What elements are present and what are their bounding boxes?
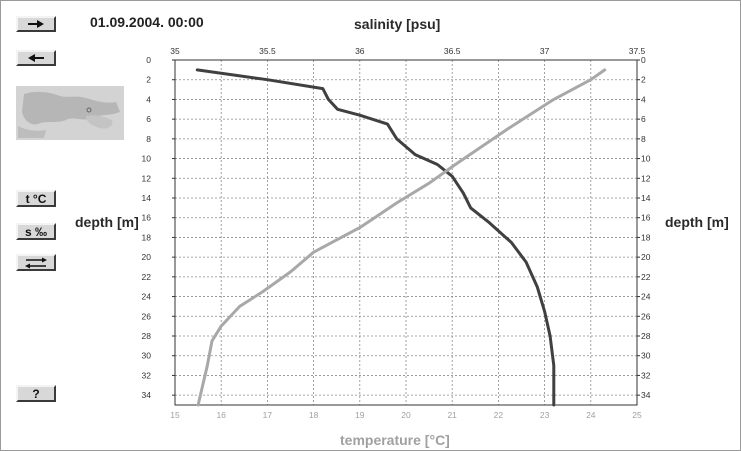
salinity-tick-label: 37.5 [629,46,646,56]
depth-tick-label-right: 4 [641,94,646,104]
previous-button[interactable] [16,50,56,66]
depth-tick-label-left: 20 [142,252,152,262]
depth-tick-label-left: 34 [142,390,152,400]
depth-tick-label-right: 34 [641,390,651,400]
depth-tick-label-left: 14 [142,193,152,203]
plot-border [174,59,638,406]
temperature-button-label: t °C [25,191,47,206]
salinity-tick-label: 37 [540,46,550,56]
depth-tick-label-right: 0 [641,55,646,65]
depth-tick-label-left: 30 [142,351,152,361]
depth-tick-label-right: 2 [641,75,646,85]
depth-tick-label-left: 10 [142,154,152,164]
depth-tick-label-right: 6 [641,114,646,124]
temperature-tick-label: 22 [494,410,504,420]
map-icon [16,86,124,140]
arrow-right-icon [28,20,44,28]
datetime-label: 01.09.2004. 00:00 [90,14,204,30]
temperature-profile-line [196,68,607,407]
depth-tick-label-right: 14 [641,193,651,203]
depth-tick-label-left: 28 [142,331,152,341]
depth-tick-label-left: 8 [146,134,151,144]
depth-tick-label-right: 16 [641,213,651,223]
temperature-tick-label: 19 [355,410,365,420]
salinity-tick-label: 36 [355,46,365,56]
next-button[interactable] [16,16,56,32]
salinity-tick-label: 36.5 [444,46,461,56]
depth-tick-label-right: 28 [641,331,651,341]
depth-tick-label-left: 12 [142,173,152,183]
depth-axis-title-left: depth [m] [75,214,139,230]
depth-axis-title-right: depth [m] [665,214,729,230]
salinity-axis-title: salinity [psu] [354,16,441,32]
depth-tick-label-right: 24 [641,292,651,302]
salinity-tick-label: 35.5 [259,46,276,56]
temperature-tick-label: 16 [216,410,226,420]
salinity-button-label: s ‰ [24,224,47,239]
region-map-thumbnail[interactable] [16,86,124,140]
temperature-tick-label: 18 [309,410,319,420]
temperature-tick-label: 20 [401,410,411,420]
depth-tick-label-right: 18 [641,232,651,242]
depth-tick-label-right: 22 [641,272,651,282]
depth-tick-label-left: 16 [142,213,152,223]
depth-tick-label-left: 18 [142,232,152,242]
arrow-left-icon [28,54,44,62]
salinity-tick-label: 35 [170,46,180,56]
depth-tick-label-left: 6 [146,114,151,124]
temperature-tick-label: 23 [540,410,550,420]
depth-tick-label-right: 12 [641,173,651,183]
depth-tick-label-right: 8 [641,134,646,144]
salinity-button[interactable]: s ‰ [16,223,56,240]
temperature-tick-label: 24 [586,410,596,420]
temperature-tick-label: 15 [170,410,180,420]
depth-tick-label-right: 26 [641,311,651,321]
depth-tick-label-left: 0 [146,55,151,65]
temperature-tick-label: 21 [447,410,457,420]
depth-tick-label-right: 32 [641,370,651,380]
temperature-button[interactable]: t °C [16,190,56,207]
depth-tick-label-left: 4 [146,94,151,104]
temperature-tick-label: 17 [263,410,273,420]
salinity-profile-line [195,68,556,407]
depth-tick-label-left: 2 [146,75,151,85]
depth-tick-label-left: 26 [142,311,152,321]
help-button-label: ? [32,386,40,401]
depth-tick-label-left: 24 [142,292,152,302]
help-button[interactable]: ? [16,385,56,402]
depth-tick-label-left: 22 [142,272,152,282]
swap-axes-button[interactable] [16,254,56,271]
swap-arrows-icon [25,257,47,268]
depth-tick-label-right: 10 [641,154,651,164]
depth-tick-label-right: 20 [641,252,651,262]
temperature-axis-title: temperature [°C] [340,432,450,448]
depth-tick-label-left: 32 [142,370,152,380]
depth-tick-label-right: 30 [641,351,651,361]
temperature-tick-label: 25 [632,410,642,420]
